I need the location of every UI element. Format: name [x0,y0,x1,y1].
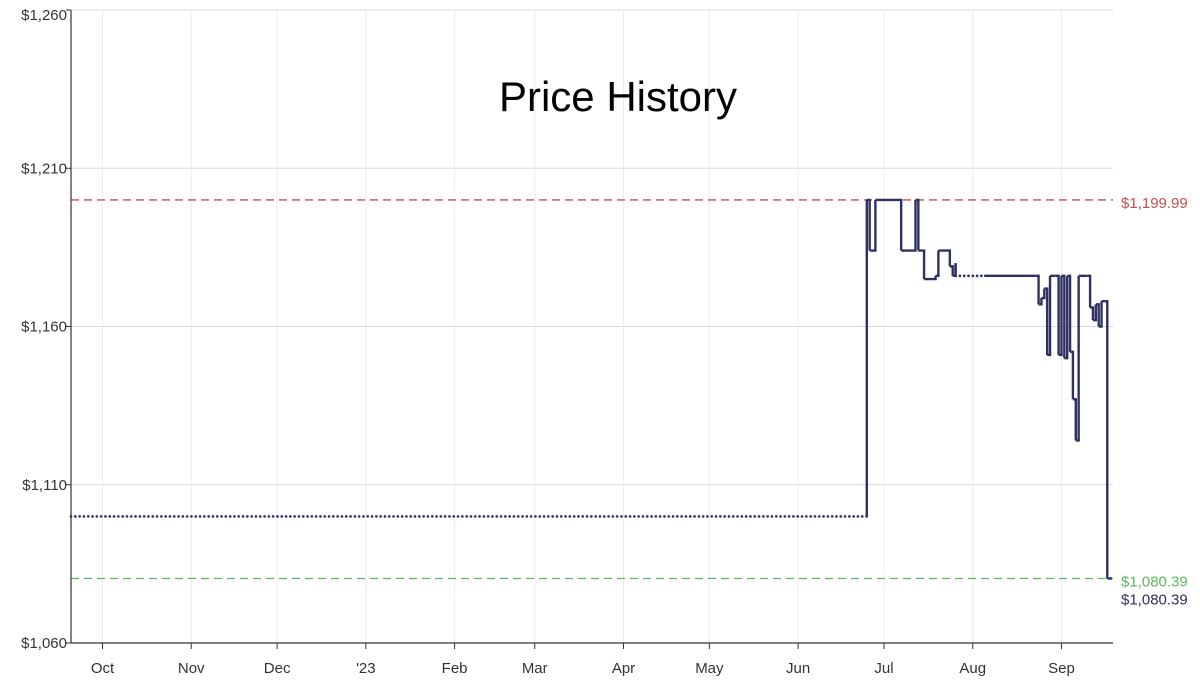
price-step-segment [1098,301,1103,328]
reference-line-label: $1,080.39 [1121,573,1188,590]
x-tick-label: Jun [786,660,810,677]
price-step-segment [1044,287,1049,355]
y-tick-label: $1,160 [21,319,67,336]
reference-lines [71,199,1113,580]
price-step-segment [1055,274,1060,355]
price-step-segment [1067,274,1072,352]
price-step-segment [901,199,917,252]
price-step-segment [924,275,937,281]
y-tick-label: $1,210 [21,160,67,177]
price-step-segment [1038,298,1043,306]
price-step-segment [1061,274,1066,359]
x-tick-label: Jul [874,660,893,677]
y-tick-label: $1,260 [21,7,67,24]
price-step-segment [915,198,920,251]
x-tick-label: Apr [612,660,635,677]
chart-title: Price History [499,73,737,120]
x-tick-label: Oct [91,660,115,677]
price-step-segment [935,250,940,278]
price-step-segment [1075,275,1080,442]
price-step-segment [1064,275,1069,360]
price-step-segment [1041,288,1046,300]
x-tick-label: '23 [356,660,376,677]
x-tick-label: Feb [442,660,468,677]
price-step-segment [1070,350,1075,400]
price-step-segment [875,198,903,251]
price-step-segment [1087,274,1092,308]
price-step-segment [938,249,952,267]
axis-labels: $1,060 $1,110 $1,160 $1,210 $1,260 Oct Nov Dec '… [21,7,1188,677]
x-tick-label: Dec [264,660,291,677]
x-tick-label: May [695,660,724,677]
reference-line-label: $1,199.99 [1121,195,1188,212]
x-tick-label: Aug [959,660,986,677]
price-step-segment [949,265,954,276]
y-tick-label: $1,060 [21,635,67,652]
price-step-segment [866,198,871,251]
price-step-segment [1035,274,1040,305]
x-tick-label: Sep [1048,660,1075,677]
price-step-segment [1095,303,1100,327]
price-step-segment [869,199,877,252]
x-tick-label: Nov [178,660,205,677]
price-series [69,198,1112,580]
price-step-segment [1090,306,1095,321]
price-step-segment [918,249,926,280]
x-tick-label: Mar [522,660,548,677]
price-step-segment [1104,299,1109,579]
price-step-segment [1047,275,1052,357]
price-step-segment [1058,275,1063,357]
price-step-segment [1072,398,1077,441]
current-price-label: $1,080.39 [1121,591,1188,608]
price-step-segment [1092,304,1098,322]
axes [66,9,1113,649]
y-tick-label: $1,110 [22,477,67,494]
